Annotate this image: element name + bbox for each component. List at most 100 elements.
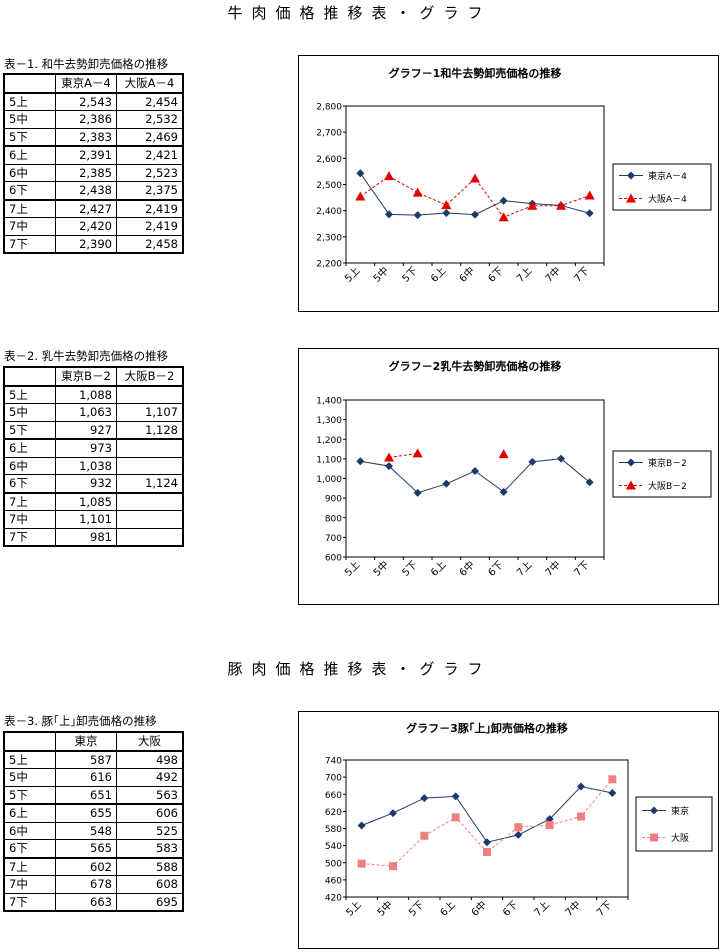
x-tick-label: 6中 bbox=[468, 898, 489, 919]
pork-section-title: 豚肉価格推移表・グラフ bbox=[227, 660, 492, 678]
data-point bbox=[498, 212, 509, 222]
data-point bbox=[389, 862, 397, 871]
table-cell: 2,543 bbox=[55, 91, 117, 111]
table-cell: 2,454 bbox=[116, 91, 184, 111]
row-label: 5下 bbox=[3, 420, 56, 440]
legend-marker bbox=[627, 171, 635, 180]
table-cell: 492 bbox=[116, 768, 184, 787]
legend-marker bbox=[626, 480, 636, 490]
table-row: 5下 927 1,128 bbox=[3, 420, 184, 440]
row-label: 5上 bbox=[3, 91, 56, 111]
x-tick-label: 5上 bbox=[342, 265, 362, 285]
table-cell: 651 bbox=[55, 785, 117, 805]
data-point bbox=[356, 169, 365, 178]
row-label: 5上 bbox=[3, 384, 56, 404]
chart1-svg: グラフ－1和牛去勢卸売価格の推移 2,200 2,300 2,400 2,500 2,60… bbox=[316, 66, 712, 285]
x-tick-label: 5中 bbox=[370, 264, 391, 285]
data-point bbox=[441, 200, 452, 210]
table-cell: 2,427 bbox=[55, 198, 117, 218]
row-label: 6中 bbox=[3, 821, 56, 840]
row-label: 7下 bbox=[3, 234, 56, 254]
data-point bbox=[608, 775, 617, 784]
table-row: 5中 616 492 bbox=[3, 768, 184, 787]
legend-label: 大阪 bbox=[671, 832, 689, 844]
column-header: 東京A－4 bbox=[55, 73, 117, 93]
x-tick-label: 7上 bbox=[532, 899, 552, 919]
row-label: 5中 bbox=[3, 403, 56, 422]
y-tick-label: 800 bbox=[325, 514, 342, 524]
table-cell: 1,063 bbox=[55, 403, 117, 422]
y-tick-label: 740 bbox=[325, 757, 342, 767]
y-tick-label: 2,200 bbox=[316, 260, 342, 270]
table-row: 5中 2,386 2,532 bbox=[3, 110, 184, 129]
y-tick-label: 1,400 bbox=[316, 397, 342, 407]
y-tick-label: 2,500 bbox=[316, 181, 342, 191]
table-cell: 2,375 bbox=[116, 181, 184, 200]
x-tick-label: 6下 bbox=[501, 899, 520, 918]
data-point bbox=[470, 173, 480, 183]
data-point bbox=[499, 487, 508, 496]
data-point bbox=[556, 200, 566, 210]
series-0 bbox=[357, 782, 617, 847]
data-point bbox=[483, 848, 491, 857]
table-cell: 2,419 bbox=[116, 217, 184, 236]
table-row: 6中 2,385 2,523 bbox=[3, 163, 184, 182]
row-label: 5中 bbox=[3, 768, 56, 787]
data-point bbox=[357, 821, 366, 830]
table-cell: 973 bbox=[55, 438, 117, 458]
table-cell: 548 bbox=[55, 821, 117, 840]
y-tick-label: 2,300 bbox=[316, 233, 342, 243]
table-cell: 608 bbox=[116, 875, 184, 894]
table-row: 5下 2,383 2,469 bbox=[3, 127, 184, 147]
row-label: 7上 bbox=[3, 198, 56, 218]
x-tick-label: 5上 bbox=[344, 899, 364, 919]
table-cell: 2,438 bbox=[55, 181, 117, 200]
data-point bbox=[420, 794, 429, 803]
y-tick-label: 900 bbox=[325, 495, 342, 505]
data-point bbox=[442, 479, 451, 488]
legend-entry: 東京B－2 bbox=[619, 457, 687, 469]
table-row: 6下 2,438 2,375 bbox=[3, 181, 184, 200]
series-0 bbox=[356, 454, 594, 497]
beef-section-title: 牛肉価格推移表・グラフ bbox=[227, 4, 492, 22]
table-cell bbox=[116, 510, 184, 529]
data-point bbox=[451, 792, 460, 801]
legend-entry: 東京A－4 bbox=[619, 170, 687, 182]
row-label: 6下 bbox=[3, 839, 56, 858]
chart3-svg: グラフ－3豚｢上｣卸売価格の推移 420 460 500 540 580 620 660 700… bbox=[325, 721, 713, 919]
data-point bbox=[412, 187, 423, 197]
legend-label: 大阪A－4 bbox=[648, 193, 687, 205]
table-cell: 1,128 bbox=[116, 420, 184, 440]
row-label: 5中 bbox=[3, 110, 56, 129]
table-cell: 2,523 bbox=[116, 163, 184, 182]
series-1 bbox=[384, 448, 509, 462]
table-cell: 981 bbox=[55, 527, 117, 547]
table-cell: 2,420 bbox=[55, 217, 117, 236]
data-point bbox=[585, 478, 594, 487]
table-row: 7上 602 588 bbox=[3, 856, 184, 876]
table-cell: 2,383 bbox=[55, 127, 117, 147]
data-point bbox=[356, 457, 365, 466]
table-row: 5上 2,543 2,454 bbox=[3, 91, 184, 111]
data-point bbox=[412, 448, 423, 458]
legend-label: 東京 bbox=[671, 805, 689, 817]
data-point bbox=[384, 452, 394, 462]
row-label: 7下 bbox=[3, 892, 56, 912]
data-point bbox=[528, 457, 537, 466]
table-cell: 525 bbox=[116, 821, 184, 840]
x-tick-label: 5下 bbox=[407, 899, 426, 918]
series-1 bbox=[357, 775, 617, 871]
legend-marker bbox=[650, 833, 658, 842]
legend-marker bbox=[626, 193, 636, 203]
x-tick-label: 6上 bbox=[428, 265, 448, 285]
data-point bbox=[498, 449, 509, 459]
x-tick-label: 7下 bbox=[595, 899, 614, 918]
y-tick-label: 2,800 bbox=[316, 103, 342, 113]
row-label: 6下 bbox=[3, 181, 56, 200]
y-tick-label: 600 bbox=[325, 554, 342, 564]
column-header: 東京 bbox=[55, 731, 117, 751]
row-label: 7中 bbox=[3, 217, 56, 236]
data-point bbox=[385, 462, 393, 471]
legend-marker bbox=[627, 458, 635, 467]
y-tick-label: 620 bbox=[325, 808, 342, 818]
